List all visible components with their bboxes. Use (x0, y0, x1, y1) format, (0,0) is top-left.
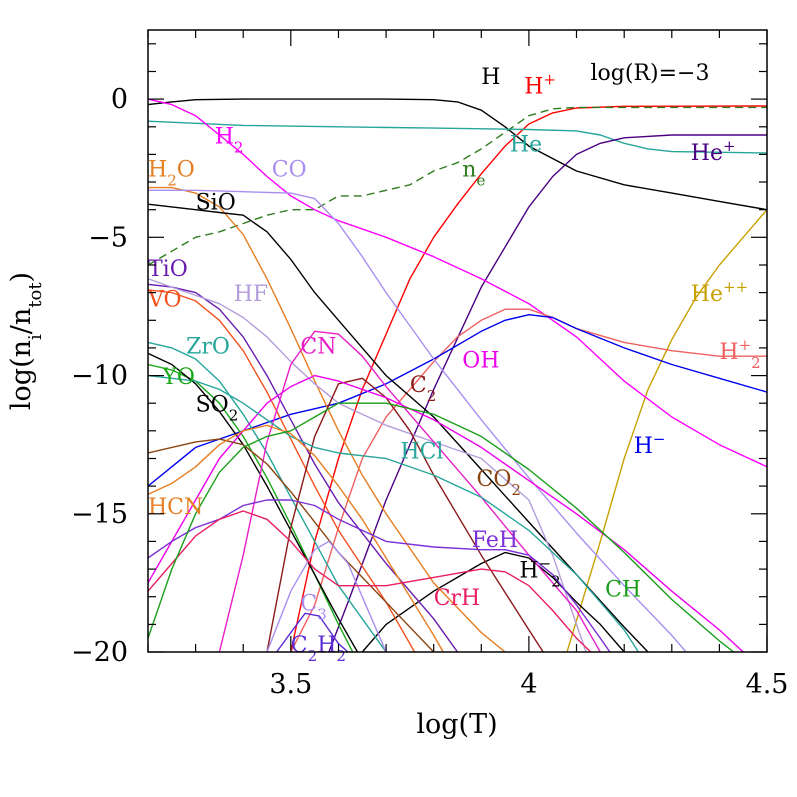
series-line-he (148, 120, 767, 154)
series-line-h- (290, 105, 767, 652)
series-label-zro: ZrO (186, 334, 230, 359)
series-label-crh: CrH (434, 586, 481, 611)
series-label-sio: SiO (196, 191, 236, 216)
curves-layer (148, 98, 767, 652)
series-line-h2- (361, 551, 625, 652)
series-line-c2h2 (276, 612, 349, 652)
y-tick-label: −10 (71, 361, 128, 392)
series-line-crh (148, 510, 592, 652)
series-label-h2-: H+2 (719, 336, 760, 372)
series-label-c2: C2 (410, 373, 436, 405)
y-tick-label: −5 (88, 222, 128, 253)
series-label-tio: TiO (148, 257, 188, 282)
series-label-cn: CN (300, 334, 336, 359)
series-line-h2- (290, 308, 767, 652)
series-line-h (148, 98, 767, 211)
series-label-co: CO (272, 158, 307, 183)
y-tick-label: −20 (71, 637, 128, 668)
series-line-yo (148, 363, 354, 652)
series-line-he- (566, 209, 767, 652)
series-label-h-: H− (634, 430, 666, 459)
series-line-ne (148, 106, 767, 266)
series-labels-layer: H H+ ne He He+ He++ H2 H+2 H− H−2 H2O CO SiO TiO VO HF Z… (147, 65, 761, 665)
series-label-he-: He++ (691, 278, 748, 307)
y-tick-label: −15 (71, 499, 128, 530)
series-label-h-: H+ (524, 71, 556, 100)
series-line-sio (148, 203, 649, 652)
x-axis-label: log(T) (416, 709, 497, 740)
series-line-he- (328, 134, 767, 652)
series-label-vo: VO (147, 287, 182, 312)
series-label-h2-: H−2 (519, 554, 560, 590)
series-line-c3 (266, 540, 387, 652)
series-line-hcn (148, 424, 444, 652)
series-label-feh: FeH (472, 528, 518, 553)
y-axis-label: log(ni/ntot) (6, 272, 46, 410)
series-line-h- (148, 314, 767, 487)
series-label-he-: He+ (691, 137, 736, 166)
series-label-h: H (481, 65, 500, 90)
x-tick-label: 4 (520, 669, 537, 700)
series-label-h2o: H2O (148, 158, 195, 190)
series-label-ne: ne (462, 158, 485, 190)
series-label-yo: YO (161, 365, 195, 390)
annotation-logR: log(R)=−3 (591, 61, 710, 86)
series-label-h2: H2 (215, 124, 244, 156)
series-line-co2 (148, 438, 435, 652)
x-tick-label: 3.5 (269, 669, 312, 700)
series-line-zro (148, 341, 387, 652)
series-label-hcl: HCl (400, 440, 443, 465)
series-line-vo (148, 289, 416, 652)
series-line-h2o (148, 186, 506, 652)
ticks-layer: 3.5 4 4.5 0 −5 −10 −15 −20 (71, 30, 788, 700)
series-line-feh (148, 499, 611, 652)
series-label-hf: HF (234, 282, 268, 307)
series-label-c3: C3 (300, 592, 326, 624)
series-line-oh (148, 374, 744, 652)
series-line-tio (148, 283, 459, 652)
series-line-hcl (148, 374, 639, 652)
series-line-ch (148, 402, 735, 652)
series-line-so2 (148, 352, 359, 652)
series-line-co (148, 189, 687, 652)
series-label-hcn: HCN (148, 495, 203, 520)
series-line-hf (148, 278, 587, 652)
y-tick-label: 0 (111, 84, 128, 115)
series-line-h2 (148, 98, 767, 468)
series-label-so2: SO2 (196, 393, 239, 425)
series-label-co2: CO2 (477, 467, 521, 499)
plot-frame (147, 29, 768, 653)
series-label-ch: CH (605, 578, 641, 603)
series-label-he: He (510, 133, 542, 158)
x-tick-label: 4.5 (746, 669, 789, 700)
series-label-oh: OH (462, 348, 499, 373)
series-label-c2h2: C2H2 (291, 633, 346, 665)
